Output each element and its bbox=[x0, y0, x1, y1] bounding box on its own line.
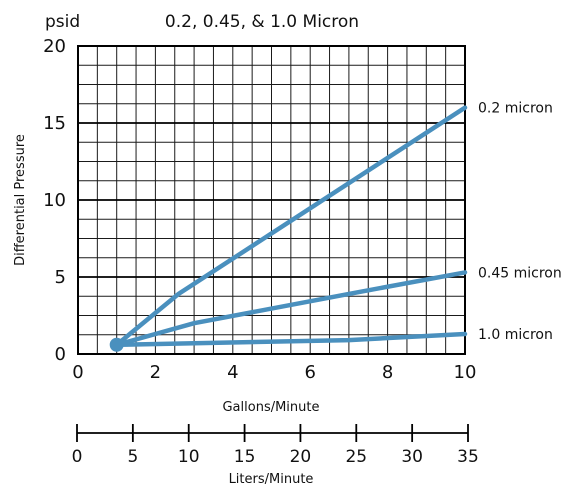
y-tick-label: 20 bbox=[43, 36, 66, 57]
x2-tick-label: 35 bbox=[457, 447, 479, 467]
x2-tick-label: 15 bbox=[234, 447, 256, 467]
series-line bbox=[114, 331, 468, 348]
y-tick-label: 10 bbox=[43, 190, 66, 211]
series-line bbox=[114, 105, 468, 348]
x-tick-label: 4 bbox=[227, 362, 238, 383]
x-tick-label: 2 bbox=[150, 362, 161, 383]
axes bbox=[77, 45, 466, 355]
y-axis-label: Differential Pressure bbox=[13, 134, 28, 266]
series-label: 0.2 micron bbox=[478, 101, 553, 117]
x2-tick-label: 30 bbox=[401, 447, 423, 467]
y-tick-label: 0 bbox=[55, 344, 66, 365]
y-tick-label: 15 bbox=[43, 113, 66, 134]
liters-axis: 0 5 10 15 20 25 30 35 bbox=[72, 424, 479, 467]
x2-tick-label: 25 bbox=[345, 447, 367, 467]
series-labels: 0.2 micron 0.45 micron 1.0 micron bbox=[478, 101, 562, 343]
x2-tick-label: 20 bbox=[290, 447, 312, 467]
x-tick-label: 8 bbox=[382, 362, 393, 383]
x2-tick-label: 10 bbox=[178, 447, 200, 467]
x-tick-label: 10 bbox=[454, 362, 477, 383]
series-label: 1.0 micron bbox=[478, 327, 553, 343]
series-label: 0.45 micron bbox=[478, 265, 562, 281]
x2-tick-label: 0 bbox=[72, 447, 83, 467]
x2-axis-label: Liters/Minute bbox=[229, 472, 314, 487]
x-axis-label: Gallons/Minute bbox=[222, 400, 319, 415]
tick-labels: 0 2 4 6 8 10 0 5 10 15 20 bbox=[43, 36, 476, 383]
plot-frame bbox=[77, 45, 466, 355]
x-tick-label: 6 bbox=[304, 362, 315, 383]
series-lines bbox=[109, 105, 468, 352]
x2-tick-label: 5 bbox=[127, 447, 138, 467]
x-tick-label: 0 bbox=[72, 362, 83, 383]
y-unit-label: psid bbox=[45, 12, 80, 32]
origin-point bbox=[109, 337, 124, 352]
y-tick-label: 5 bbox=[55, 267, 66, 288]
chart-title: 0.2, 0.45, & 1.0 Micron bbox=[165, 12, 359, 32]
series-line bbox=[114, 270, 468, 348]
